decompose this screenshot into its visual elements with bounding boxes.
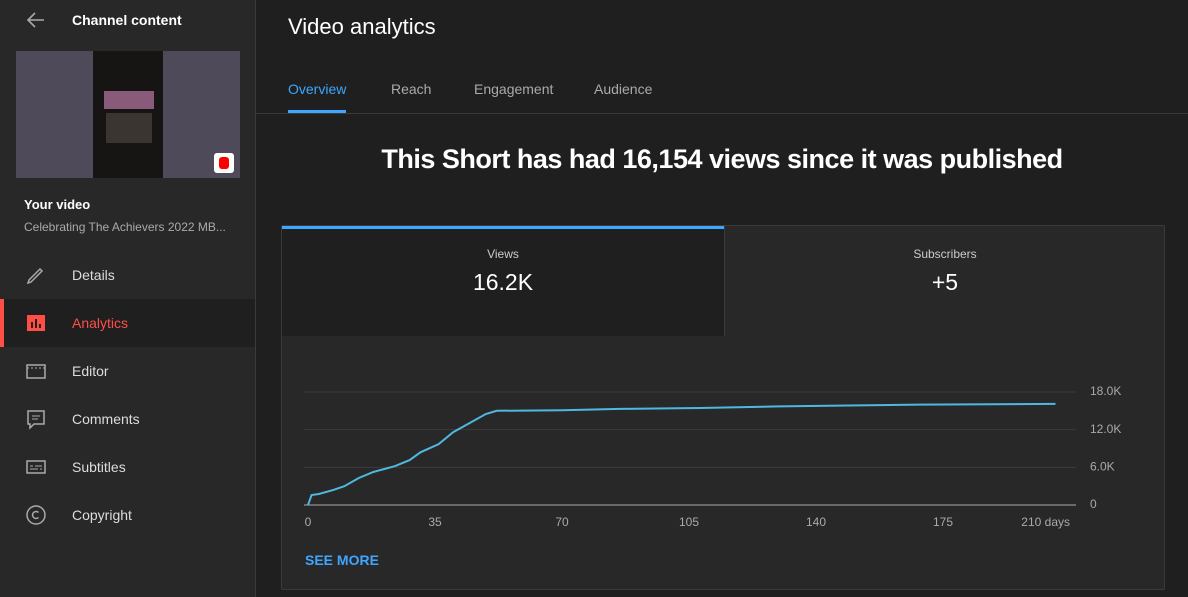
tab[interactable]: Reach: [391, 81, 432, 97]
divider: [256, 113, 1188, 114]
metric-tab[interactable]: Subscribers +5: [724, 226, 1164, 336]
tab-indicator: [288, 110, 346, 113]
nav-label: Copyright: [72, 507, 132, 523]
see-more[interactable]: SEE MORE: [305, 552, 379, 568]
nav-item[interactable]: Comments: [0, 395, 255, 443]
headline: This Short has had 16,154 views since it…: [381, 144, 1063, 174]
nav-item[interactable]: Details: [0, 251, 255, 299]
x-tick-label: 0: [305, 515, 312, 529]
x-tick-label: 140: [806, 515, 826, 529]
back-arrow[interactable]: [24, 8, 48, 32]
nav-label: Details: [72, 267, 115, 283]
video-label: Your video: [24, 197, 91, 212]
tab[interactable]: Overview: [288, 81, 347, 97]
metric-value: +5: [931, 269, 959, 295]
nav-label: Analytics: [72, 315, 129, 331]
x-tick-label: 210 days: [1021, 515, 1070, 529]
x-tick-label: 35: [428, 515, 442, 529]
sidebar-header: Channel content: [72, 12, 182, 28]
nav-item[interactable]: Subtitles: [0, 443, 255, 491]
y-tick-label: 18.0K: [1090, 384, 1121, 398]
metric-tab[interactable]: Views 16.2K: [282, 226, 724, 336]
y-tick-label: 12.0K: [1090, 422, 1121, 436]
data-line: [307, 402, 1056, 506]
sidebar: Channel content Your video Celebrating T…: [0, 0, 256, 597]
video-title: Celebrating The Achievers 2022 MB...: [24, 220, 226, 234]
nav-label: Comments: [72, 411, 140, 427]
y-tick-label: 0: [1090, 497, 1097, 511]
tab[interactable]: Audience: [594, 81, 653, 97]
metric-label: Subscribers: [913, 247, 977, 261]
nav-label: Subtitles: [72, 459, 126, 475]
nav-item[interactable]: Analytics: [0, 299, 255, 347]
metric-label: Views: [487, 247, 519, 261]
video-thumbnail[interactable]: [16, 51, 240, 178]
page-title: Video analytics: [288, 14, 436, 39]
x-tick-label: 70: [555, 515, 569, 529]
nav-item[interactable]: Editor: [0, 347, 255, 395]
y-tick-label: 6.0K: [1090, 460, 1115, 474]
x-tick-label: 175: [933, 515, 953, 529]
metric-value: 16.2K: [472, 269, 534, 295]
tab[interactable]: Engagement: [474, 81, 554, 97]
nav-label: Editor: [72, 363, 109, 379]
nav-item[interactable]: Copyright: [0, 491, 255, 539]
x-tick-label: 105: [679, 515, 699, 529]
